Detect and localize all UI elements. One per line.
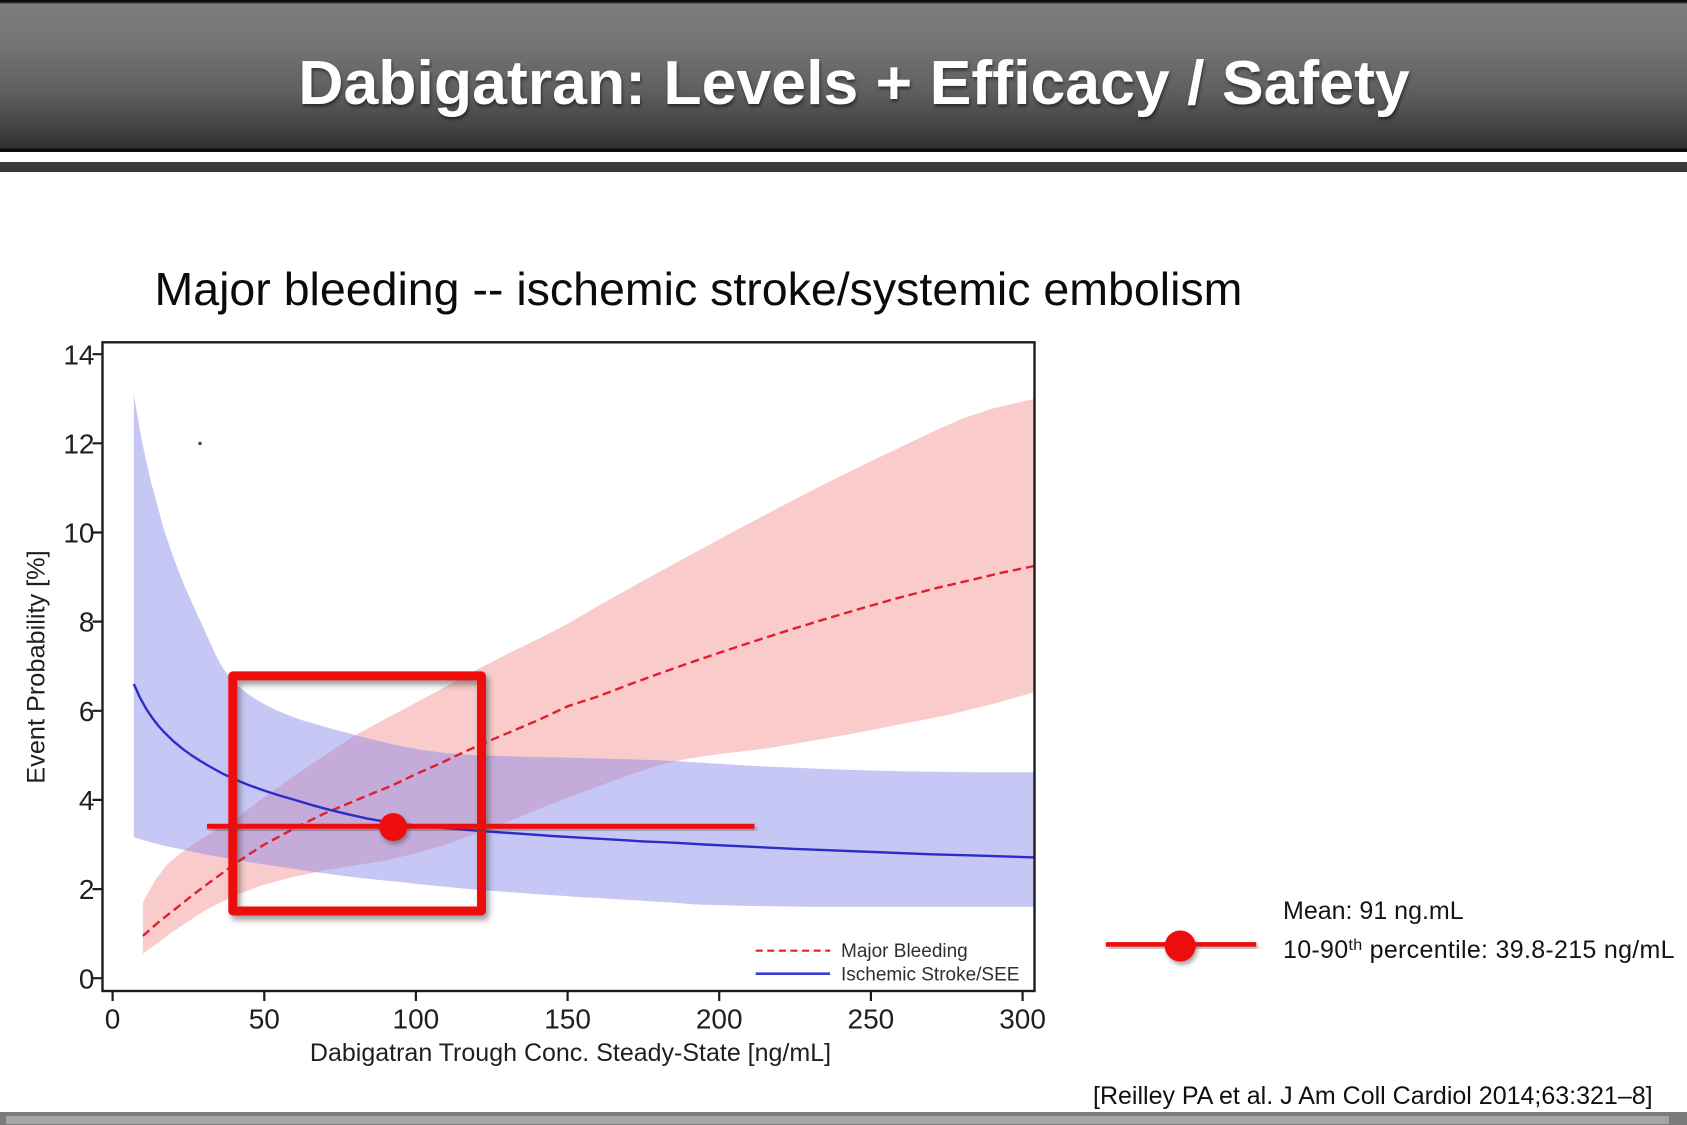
- svg-text:6: 6: [79, 696, 95, 727]
- svg-text:200: 200: [696, 1004, 743, 1035]
- svg-text:250: 250: [848, 1004, 895, 1035]
- svg-text:10: 10: [63, 518, 94, 549]
- svg-text:14: 14: [63, 339, 94, 370]
- svg-text:300: 300: [999, 1004, 1046, 1035]
- svg-text:2: 2: [79, 874, 95, 905]
- svg-text:0: 0: [105, 1004, 121, 1035]
- svg-text:Dabigatran Trough Conc. Steady: Dabigatran Trough Conc. Steady-State [ng…: [310, 1039, 831, 1067]
- svg-text:100: 100: [393, 1004, 440, 1035]
- svg-text:150: 150: [544, 1004, 591, 1035]
- svg-text:50: 50: [249, 1004, 280, 1035]
- svg-text:0: 0: [79, 963, 95, 994]
- svg-text:8: 8: [79, 607, 95, 638]
- svg-text:4: 4: [79, 785, 95, 816]
- svg-text:Major Bleeding: Major Bleeding: [841, 941, 968, 962]
- svg-text:Event Probability [%]: Event Probability [%]: [23, 550, 51, 783]
- svg-text:12: 12: [63, 428, 94, 459]
- svg-text:Ischemic Stroke/SEE: Ischemic Stroke/SEE: [841, 964, 1019, 985]
